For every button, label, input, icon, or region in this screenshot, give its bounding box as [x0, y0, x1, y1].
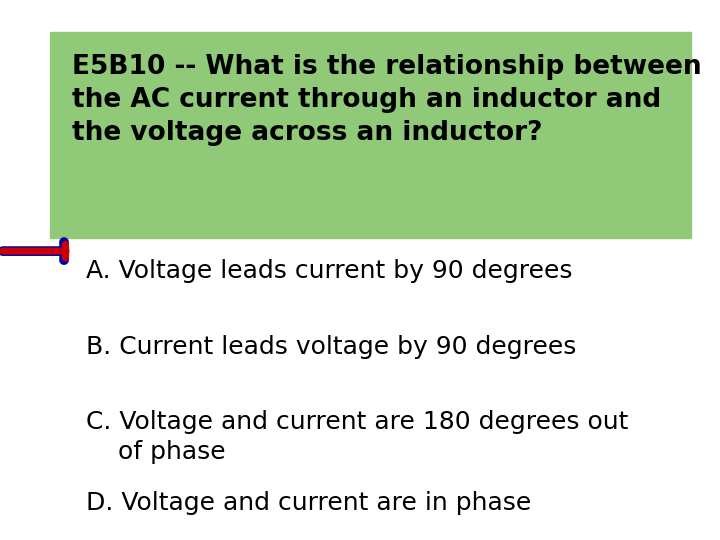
Text: B. Current leads voltage by 90 degrees: B. Current leads voltage by 90 degrees [86, 335, 577, 359]
Text: A. Voltage leads current by 90 degrees: A. Voltage leads current by 90 degrees [86, 259, 573, 283]
Text: E5B10 -- What is the relationship between
the AC current through an inductor and: E5B10 -- What is the relationship betwee… [72, 54, 701, 146]
FancyBboxPatch shape [50, 32, 691, 238]
Text: C. Voltage and current are 180 degrees out
    of phase: C. Voltage and current are 180 degrees o… [86, 410, 629, 464]
Text: D. Voltage and current are in phase: D. Voltage and current are in phase [86, 491, 531, 515]
